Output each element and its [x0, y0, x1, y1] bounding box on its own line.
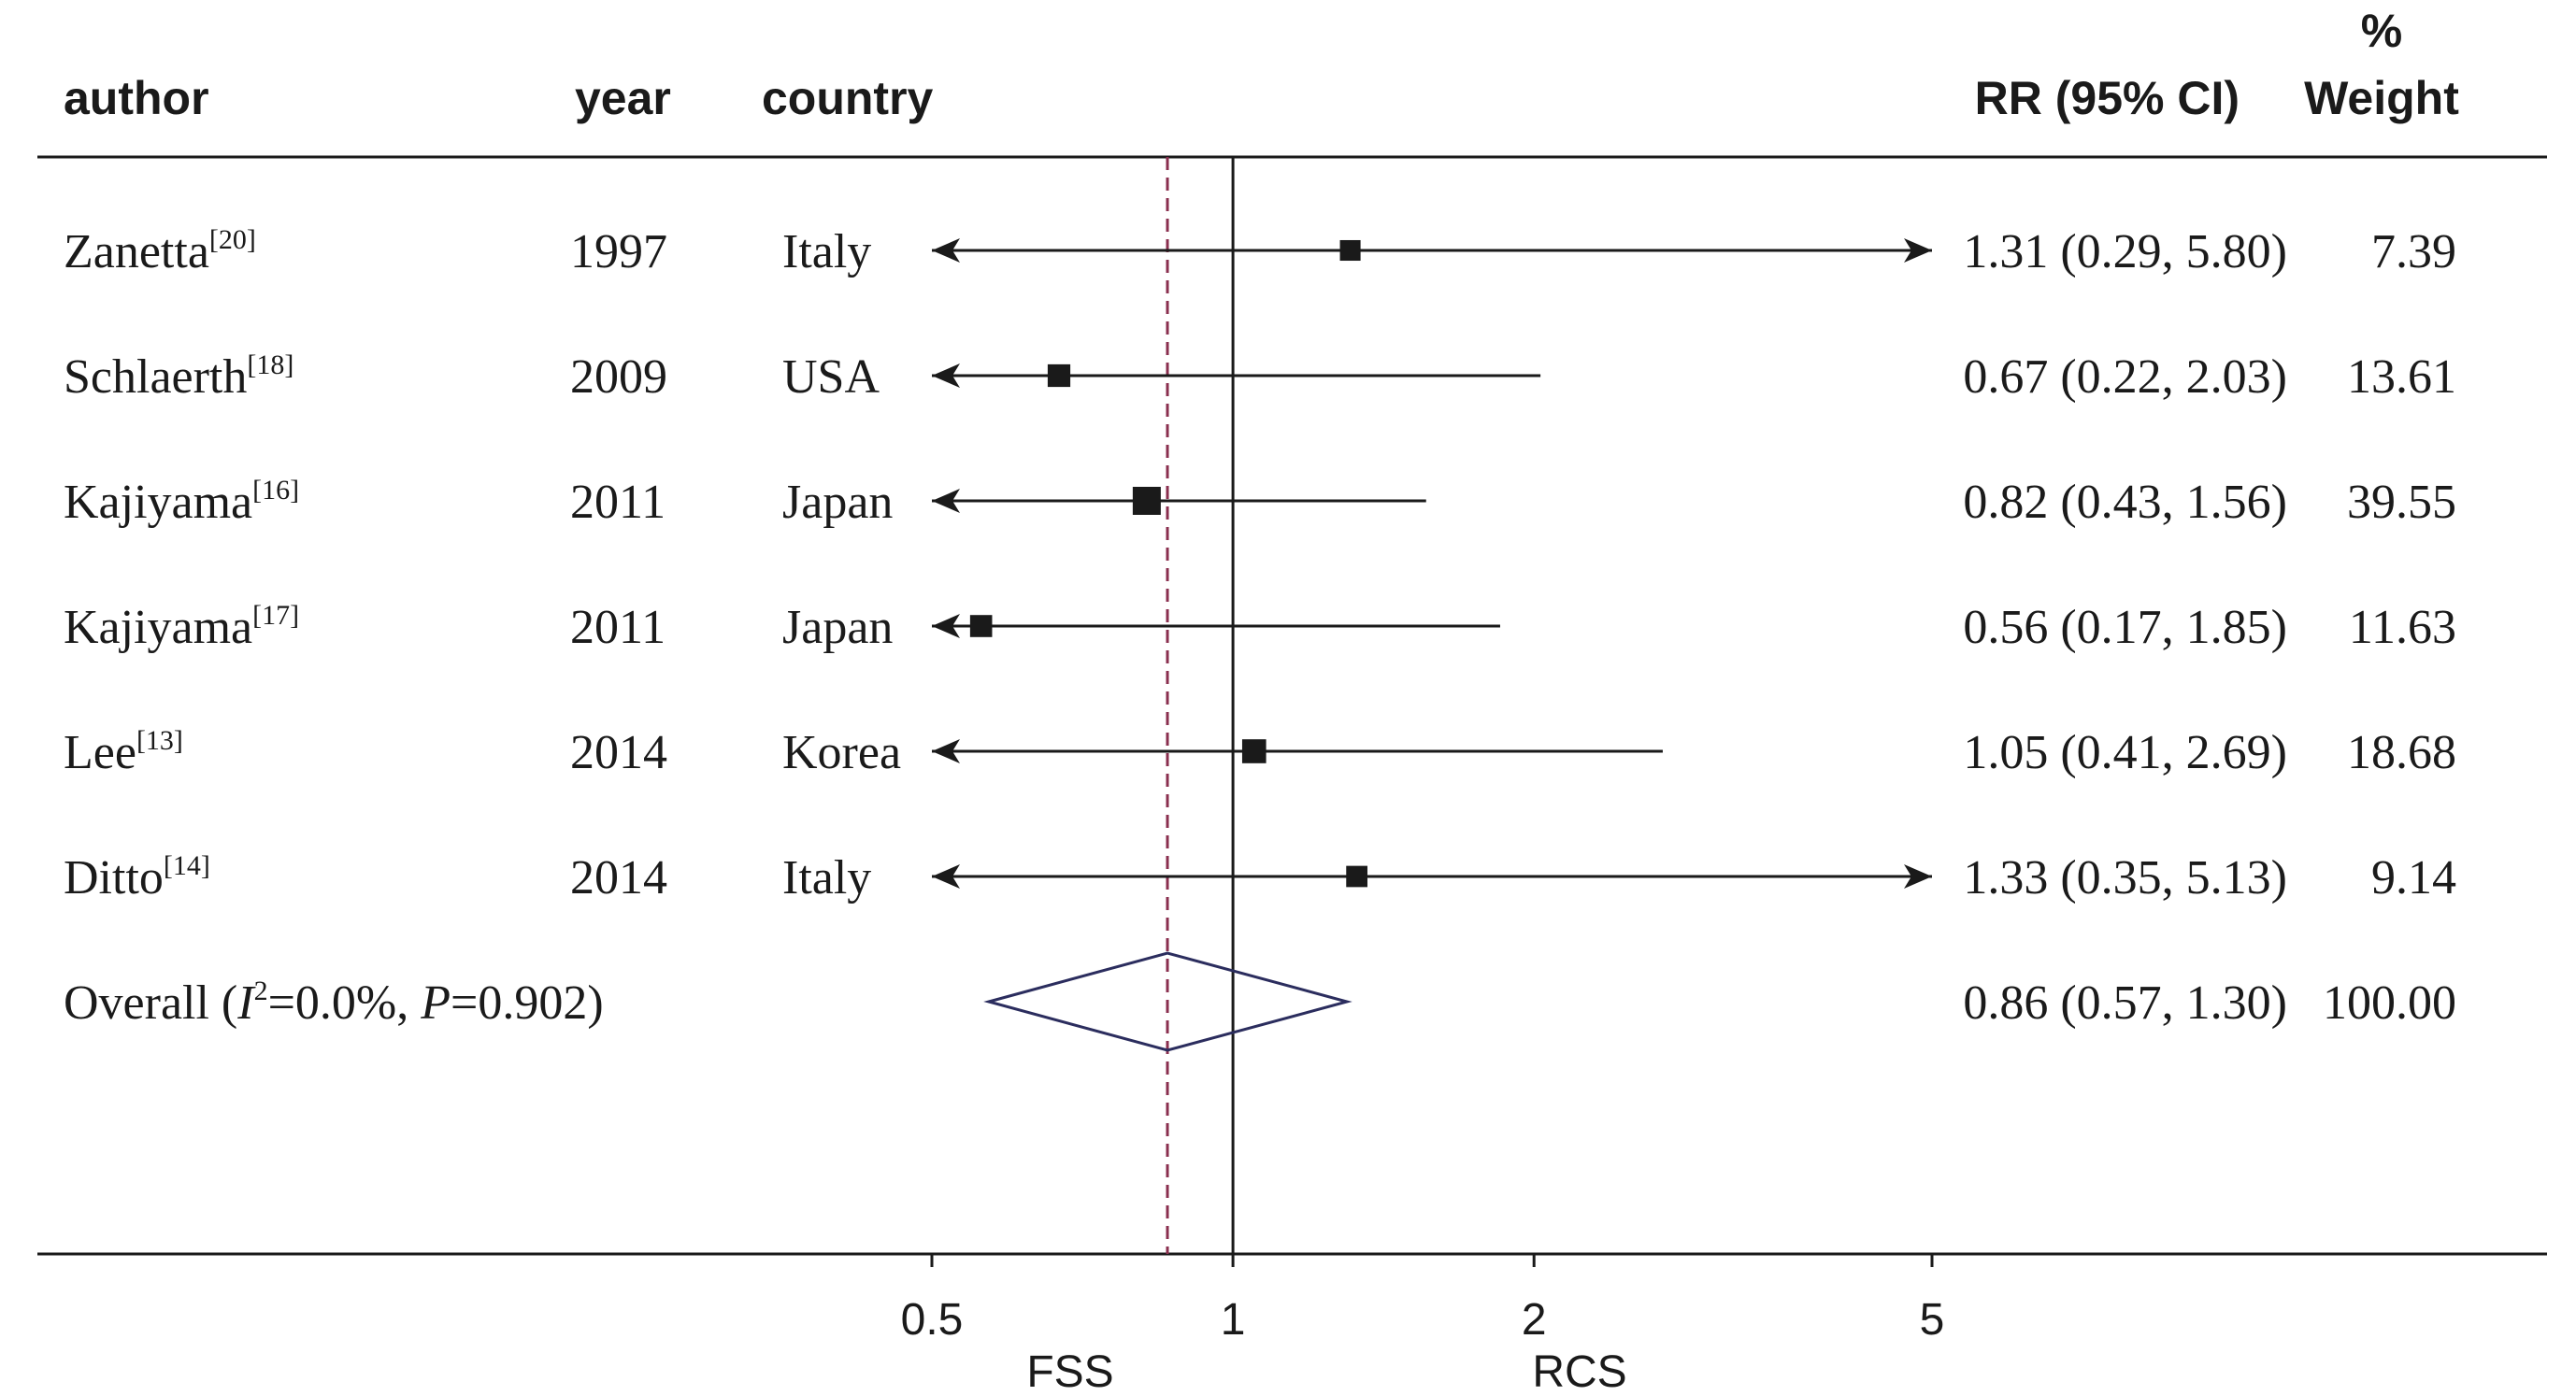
study-year: 1997 — [570, 225, 667, 278]
header-author: author — [64, 72, 209, 124]
study-country: Japan — [782, 476, 893, 529]
ci-arrow-left — [932, 864, 960, 889]
study-weight: 9.14 — [2371, 851, 2456, 905]
study-author: Lee[13] — [64, 725, 183, 779]
x-tick-label: 2 — [1522, 1295, 1547, 1345]
study-reference: [16] — [252, 475, 299, 506]
study-year: 2014 — [570, 851, 667, 905]
point-estimate — [1132, 487, 1161, 515]
ci-arrow-left — [932, 489, 960, 513]
point-estimate — [1346, 865, 1367, 888]
study-country: Korea — [782, 726, 901, 779]
study-rr-ci: 1.33 (0.35, 5.13) — [1963, 851, 2287, 905]
study-weight: 11.63 — [2349, 601, 2456, 654]
header-year: year — [575, 72, 671, 124]
study-country: USA — [782, 350, 880, 404]
x-tick-label: 1 — [1221, 1295, 1246, 1345]
study-reference: [17] — [252, 600, 299, 631]
study-rr-ci: 0.56 (0.17, 1.85) — [1963, 601, 2287, 654]
study-rr-ci: 0.67 (0.22, 2.03) — [1963, 350, 2287, 404]
overall-diamond — [983, 951, 1352, 1052]
study-reference: [18] — [247, 349, 293, 380]
ci-arrow-right — [1904, 864, 1932, 889]
study-weight: 7.39 — [2371, 225, 2456, 278]
study-rr-ci: 1.05 (0.41, 2.69) — [1963, 726, 2287, 779]
study-reference: [20] — [209, 224, 256, 255]
ci-arrow-left — [932, 739, 960, 763]
x-tick-label: 5 — [1920, 1295, 1945, 1345]
favours-left-label: FSS — [1026, 1347, 1113, 1396]
study-author: Kajiyama[16] — [64, 475, 299, 529]
study-year: 2011 — [570, 476, 665, 529]
ci-arrow-right — [1904, 238, 1932, 263]
overall-rr-ci: 0.86 (0.57, 1.30) — [1963, 976, 2287, 1030]
study-year: 2011 — [570, 601, 665, 654]
ci-arrow-left — [932, 614, 960, 638]
study-author: Kajiyama[17] — [64, 600, 299, 654]
ci-arrow-left — [932, 363, 960, 388]
x-tick-label: 0.5 — [901, 1295, 964, 1345]
header-rr: RR (95% CI) — [1975, 72, 2240, 124]
study-author: Schlaerth[18] — [64, 349, 293, 404]
study-weight: 13.61 — [2347, 350, 2456, 404]
overall-weight: 100.00 — [2323, 976, 2456, 1030]
study-year: 2009 — [570, 350, 667, 404]
overall-label: Overall (I2=0.0%, P=0.902) — [64, 976, 604, 1030]
study-year: 2014 — [570, 726, 667, 779]
ci-arrow-left — [932, 238, 960, 263]
study-rr-ci: 0.82 (0.43, 1.56) — [1963, 476, 2287, 529]
study-reference: [14] — [164, 850, 210, 881]
study-weight: 18.68 — [2347, 726, 2456, 779]
header-country: country — [762, 72, 934, 124]
point-estimate — [1339, 239, 1361, 262]
header-weight-percent: % — [2361, 5, 2402, 57]
header-weight: Weight — [2304, 72, 2459, 124]
study-country: Italy — [782, 225, 871, 278]
study-rr-ci: 1.31 (0.29, 5.80) — [1963, 225, 2287, 278]
point-estimate — [1241, 739, 1267, 763]
study-reference: [13] — [136, 725, 183, 756]
study-author: Zanetta[20] — [64, 224, 256, 278]
point-estimate — [1047, 363, 1071, 388]
point-estimate — [969, 615, 993, 637]
favours-right-label: RCS — [1532, 1347, 1626, 1396]
study-country: Italy — [782, 851, 871, 905]
study-weight: 39.55 — [2347, 476, 2456, 529]
study-author: Ditto[14] — [64, 850, 210, 905]
study-country: Japan — [782, 601, 893, 654]
